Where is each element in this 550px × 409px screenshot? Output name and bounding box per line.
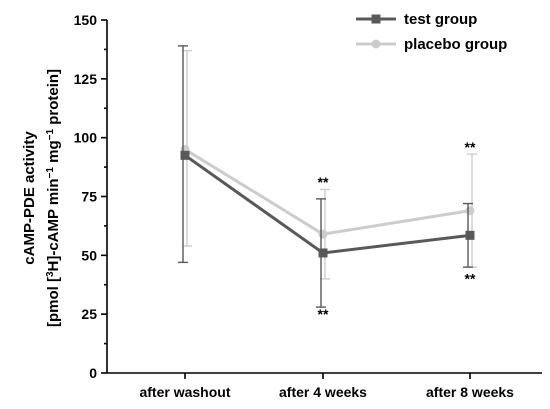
data-point — [465, 230, 475, 240]
x-tick-label: after 8 weeks — [426, 384, 514, 400]
y-axis-title-part: mg — [45, 140, 62, 167]
legend-marker — [371, 14, 381, 24]
y-tick-label: 75 — [81, 189, 97, 205]
series-line — [184, 148, 471, 236]
series-layer — [178, 45, 477, 308]
legend-label: test group — [404, 11, 477, 28]
y-axis-title-line2: [pmol [3H]-cAMP min−1 mg−1 protein] — [45, 69, 63, 327]
annotations-layer: ** ** ** ** — [318, 139, 476, 322]
data-point — [465, 206, 475, 216]
series-line — [184, 154, 471, 255]
significance-marker: ** — [318, 174, 329, 190]
y-axis-title-line1: cAMP-PDE activity — [21, 131, 38, 265]
y-axis-title-part: protein] — [45, 69, 62, 129]
data-point — [180, 150, 190, 160]
y-tick-label: 125 — [74, 71, 98, 87]
significance-marker: ** — [318, 306, 329, 322]
series-placebo-group — [180, 49, 477, 280]
legend: test group placebo group — [356, 11, 507, 53]
x-tick-label: after 4 weeks — [279, 384, 367, 400]
legend-marker — [371, 39, 381, 49]
y-axis-title-part: H]-cAMP min — [45, 178, 62, 271]
x-ticks: after washout after 4 weeks after 8 weeks — [139, 373, 514, 400]
data-point — [318, 229, 328, 239]
y-axis-title-part: 3 — [45, 271, 56, 277]
y-axis-title-part: −1 — [45, 167, 56, 179]
y-tick-label: 100 — [74, 130, 98, 146]
y-tick-label: 25 — [81, 306, 97, 322]
y-ticks: 0 25 50 75 100 125 150 — [74, 12, 107, 381]
legend-label: placebo group — [404, 36, 507, 53]
series-test-group — [178, 45, 475, 308]
significance-marker: ** — [465, 271, 476, 287]
y-tick-label: 0 — [89, 365, 97, 381]
x-tick-label: after washout — [139, 384, 230, 400]
data-point — [318, 248, 328, 258]
y-axis-title-part: −1 — [45, 129, 56, 141]
significance-marker: ** — [465, 139, 476, 155]
y-tick-label: 50 — [81, 247, 97, 263]
y-axis-title-part: [pmol [ — [45, 277, 62, 327]
y-tick-label: 150 — [74, 12, 98, 28]
